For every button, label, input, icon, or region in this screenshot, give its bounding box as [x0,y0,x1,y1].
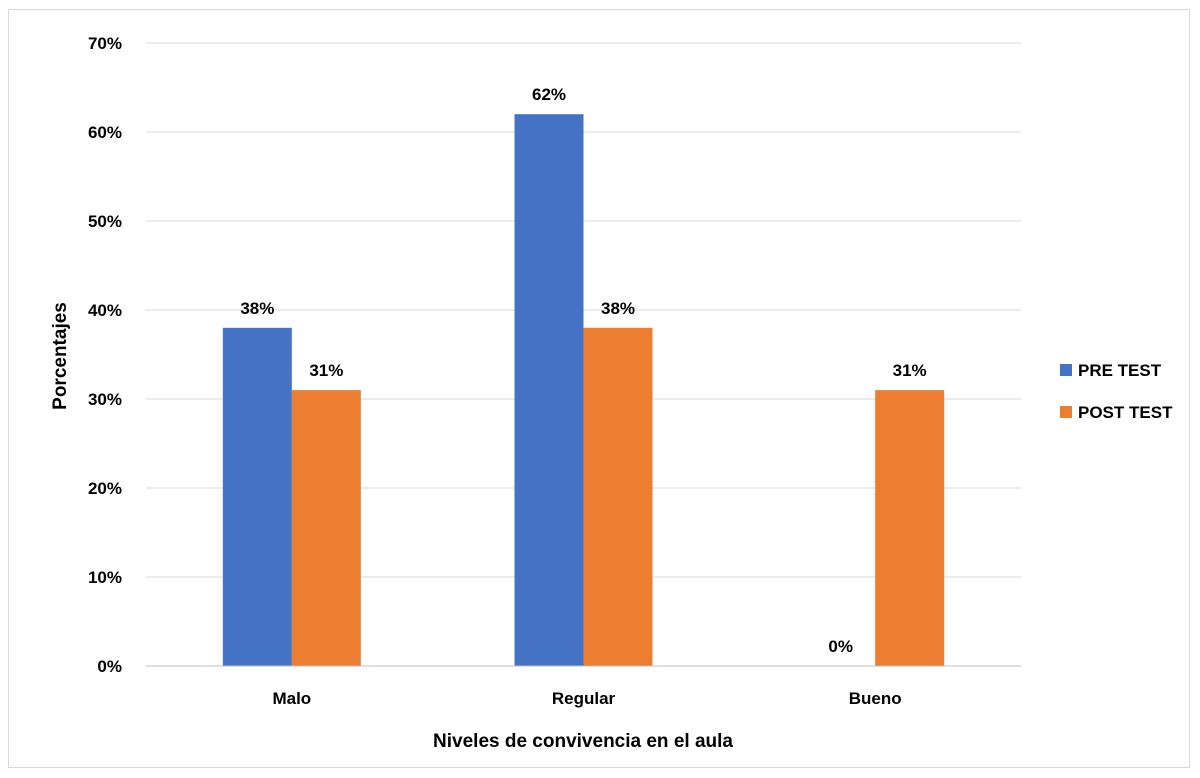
bars [222,114,945,666]
data-labels: 38% 31% 62% 38% 0% 31% [240,85,926,656]
data-label-pre-test-bueno: 0% [828,637,853,656]
y-tick-label: 30% [88,390,122,409]
bar-post-test-bueno [875,390,945,666]
y-axis-title: Porcentajes [50,302,71,410]
y-tick-label: 20% [88,479,122,498]
x-axis-categories: Malo Regular Bueno [272,689,901,708]
x-category-label: Bueno [849,689,902,708]
data-label-post-test-bueno: 31% [893,361,927,380]
y-tick-label: 10% [88,568,122,587]
y-tick-label: 70% [88,34,122,53]
bar-pre-test-malo [222,327,292,666]
legend-swatch [1060,406,1072,418]
data-label-post-test-regular: 38% [601,299,635,318]
data-label-pre-test-malo: 38% [240,299,274,318]
data-label-pre-test-regular: 62% [532,85,566,104]
bar-post-test-regular [583,327,653,666]
y-axis-ticks: 0% 10% 20% 30% 40% 50% 60% 70% [88,34,122,676]
legend-label: PRE TEST [1078,361,1162,380]
legend-label: POST TEST [1078,403,1173,422]
x-category-label: Malo [272,689,311,708]
x-axis-title: Niveles de convivencia en el aula [433,731,733,752]
x-category-label: Regular [552,689,616,708]
legend: PRE TEST POST TEST [1060,361,1173,422]
y-tick-label: 60% [88,123,122,142]
y-tick-label: 40% [88,301,122,320]
bar-post-test-malo [291,390,361,666]
legend-swatch [1060,364,1072,376]
y-tick-label: 50% [88,212,122,231]
bar-pre-test-regular [514,114,584,666]
data-label-post-test-malo: 31% [309,361,343,380]
y-tick-label: 0% [97,657,122,676]
